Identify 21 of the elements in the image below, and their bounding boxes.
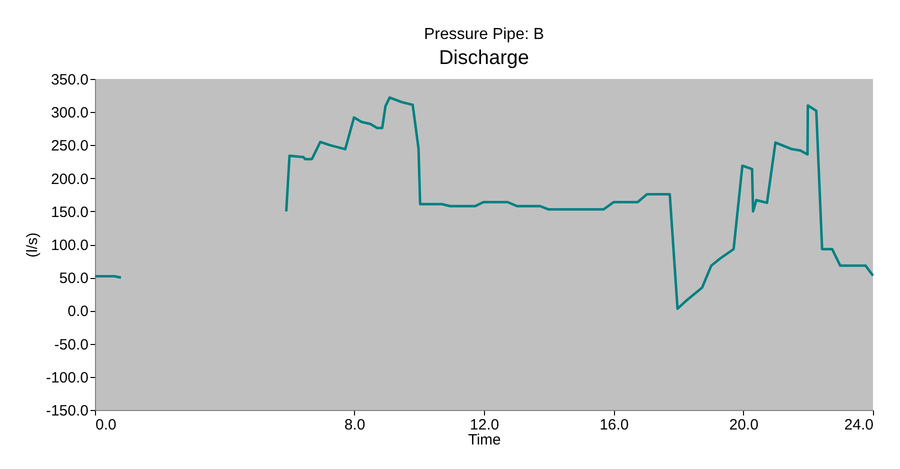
y-tick-label: 0.0 bbox=[68, 303, 88, 320]
x-tick-label: 8.0 bbox=[344, 416, 366, 434]
x-axis-title: Time bbox=[468, 432, 501, 448]
x-tick-label: 12.0 bbox=[470, 416, 500, 434]
y-tick-label: 350.0 bbox=[50, 72, 88, 88]
x-tick-label: 16.0 bbox=[600, 416, 629, 434]
y-tick-label: 200.0 bbox=[50, 170, 88, 188]
x-tick-label: 0.0 bbox=[96, 416, 116, 434]
y-tick-label: -50.0 bbox=[54, 336, 88, 354]
y-tick-label: 300.0 bbox=[50, 104, 88, 122]
y-axis-title: (l/s) bbox=[24, 232, 41, 258]
x-tick-label: 20.0 bbox=[729, 416, 758, 434]
chart-subtitle: Discharge bbox=[438, 47, 530, 69]
y-tick-label: -150.0 bbox=[46, 402, 88, 420]
y-tick-label: -100.0 bbox=[46, 369, 88, 386]
y-tick-label: 250.0 bbox=[50, 138, 88, 155]
x-tick-label: 24.0 bbox=[844, 416, 874, 434]
y-tick-label: 150.0 bbox=[50, 204, 88, 221]
chart-title: Pressure Pipe: B bbox=[424, 26, 544, 43]
y-tick-label: 100.0 bbox=[50, 237, 88, 254]
y-tick-label: 50.0 bbox=[59, 270, 88, 288]
